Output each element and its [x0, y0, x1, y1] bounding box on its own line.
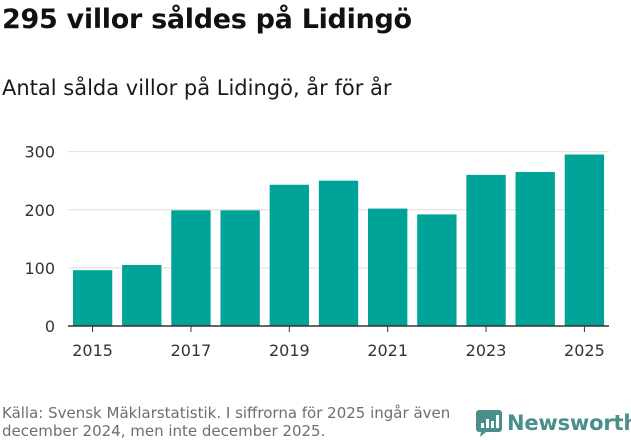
x-tick-label: 2021: [367, 341, 408, 360]
x-tick-label: 2019: [269, 341, 310, 360]
bar-2021: [368, 208, 408, 326]
bar-2020: [318, 180, 359, 326]
bar-2018: [220, 210, 260, 326]
x-tick-label: 2025: [564, 341, 605, 360]
bar-2024: [515, 171, 555, 326]
x-tick-label: 2023: [466, 341, 507, 360]
bar-2022: [417, 214, 457, 326]
bar-2019: [269, 184, 309, 326]
newsworthy-logo[interactable]: Newsworthy: [476, 408, 631, 438]
brand-name: Newsworthy: [507, 411, 631, 435]
bar-2023: [466, 174, 506, 326]
chart-subtitle: Antal sålda villor på Lidingö, år för år: [2, 76, 392, 100]
x-tick-label: 2017: [171, 341, 212, 360]
y-tick-label: 300: [24, 143, 55, 162]
bar-chart: 0 100 200 300 2015 2017 2019 2021 2023 2025: [24, 143, 609, 360]
chart-title: 295 villor såldes på Lidingö: [2, 4, 412, 35]
x-tick-label: 2015: [72, 341, 113, 360]
bar-2016: [122, 264, 162, 326]
bar-2025: [564, 154, 605, 326]
bar-2015: [72, 270, 113, 326]
y-tick-label: 100: [24, 259, 55, 278]
y-tick-label: 200: [24, 201, 55, 220]
newsworthy-logo-icon: [476, 410, 502, 437]
y-tick-label: 0: [45, 317, 55, 336]
bar-2017: [171, 210, 211, 326]
source-note: Källa: Svensk Mäklarstatistik. I siffror…: [2, 404, 451, 440]
